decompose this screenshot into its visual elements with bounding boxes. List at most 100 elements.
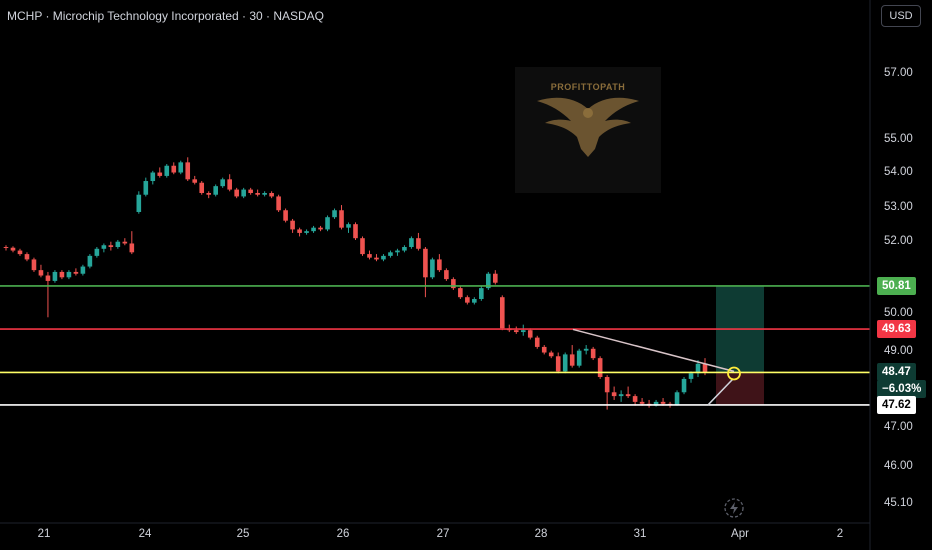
candle-body [576, 350, 582, 366]
candle-body [38, 270, 44, 276]
price-change-badge: −6.03% [877, 380, 927, 399]
candle [38, 264, 44, 278]
candle-body [192, 179, 198, 183]
candle-body [493, 273, 498, 283]
candle [632, 394, 638, 406]
candle-body [451, 279, 456, 289]
candle [185, 157, 191, 182]
candle-body [513, 330, 519, 333]
candle-body [695, 363, 701, 374]
trendline[interactable] [707, 378, 734, 406]
candle-body [136, 194, 142, 212]
candle-body [206, 193, 212, 195]
candle-body [346, 224, 351, 228]
candle-body [339, 210, 344, 228]
candle [611, 386, 617, 400]
candle [255, 189, 260, 197]
candle [262, 191, 267, 197]
candle [465, 295, 470, 305]
candle [674, 390, 680, 406]
lightning-icon [724, 498, 744, 518]
candle [381, 254, 386, 262]
candle [10, 246, 16, 253]
candle-body [583, 348, 589, 351]
candle-body [213, 186, 218, 195]
candle [520, 324, 526, 336]
candle-body [702, 363, 708, 373]
candle [388, 250, 393, 258]
candle [486, 271, 491, 290]
candle-body [444, 270, 449, 280]
candle-body [17, 250, 23, 255]
candle-body [430, 259, 435, 278]
candle [493, 270, 498, 285]
candle-body [625, 394, 631, 397]
candle-body [597, 358, 603, 378]
candle-body [59, 271, 65, 278]
candle-body [632, 396, 638, 402]
candle-body [688, 373, 694, 379]
x-tick-label: 24 [138, 528, 152, 540]
candle [332, 208, 337, 219]
candle-body [276, 196, 281, 211]
candle-body [374, 257, 379, 260]
candle [150, 170, 156, 185]
candle [87, 254, 93, 269]
candle-body [388, 252, 393, 256]
candle [353, 222, 358, 240]
candle [311, 225, 316, 233]
candle-body [381, 255, 386, 260]
trendline[interactable] [572, 328, 735, 373]
candle [597, 356, 603, 379]
candle [618, 390, 624, 402]
candle-body [290, 220, 295, 230]
candle [409, 236, 414, 249]
candle [339, 205, 344, 230]
x-tick-label: 27 [436, 528, 450, 540]
candle-body [437, 259, 442, 271]
candle [283, 208, 288, 223]
chart-title: MCHP · Microchip Technology Incorporated… [7, 9, 325, 23]
candle [555, 352, 561, 374]
entry-marker[interactable] [727, 366, 741, 381]
candle [695, 360, 701, 378]
candle [248, 187, 253, 195]
price-level-badge: 49.63 [877, 320, 916, 339]
candle [472, 297, 477, 305]
candle-body [318, 227, 323, 230]
watermark-logo: PROFITTOPATH [515, 67, 661, 193]
candle [206, 191, 212, 199]
candle [80, 264, 86, 276]
candle [227, 174, 232, 192]
candle [423, 247, 428, 298]
candle [94, 247, 100, 258]
candle-body [548, 352, 554, 357]
candle-body [108, 245, 114, 248]
currency-button[interactable]: USD [881, 5, 921, 27]
candle [534, 335, 540, 349]
candle-body [562, 354, 568, 372]
candle-body [227, 179, 232, 190]
candle [346, 222, 351, 233]
price-level-badge: 50.81 [877, 276, 916, 295]
candle-body [129, 243, 135, 253]
candle-body [325, 217, 330, 230]
candle-body [157, 172, 163, 176]
candle [3, 245, 9, 251]
candle-body [283, 210, 288, 221]
candle [17, 248, 23, 256]
candle [576, 348, 582, 368]
candle-body [255, 193, 260, 195]
candle [451, 277, 456, 290]
y-tick-label: 53.00 [884, 200, 913, 213]
candle-body [402, 247, 407, 251]
candle-body [486, 273, 491, 289]
candle [402, 245, 407, 253]
candle-body [541, 346, 547, 353]
candle [360, 236, 365, 256]
candle [136, 191, 142, 214]
candle [234, 187, 239, 199]
candle-body [94, 248, 100, 256]
candle-body [534, 337, 540, 347]
